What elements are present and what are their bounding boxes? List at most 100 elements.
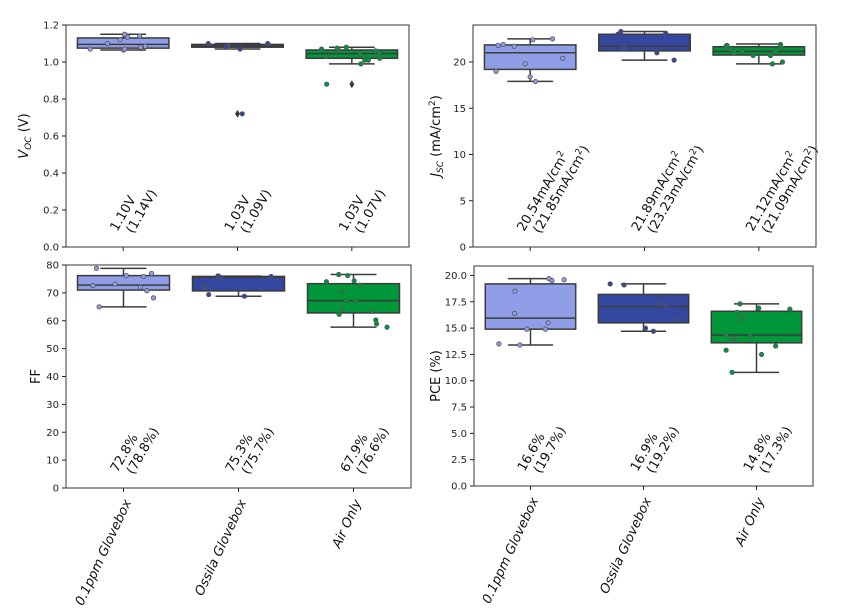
data-point: [545, 320, 551, 326]
data-point: [773, 343, 779, 349]
y-tick-label: 0: [460, 243, 466, 254]
data-point: [561, 277, 567, 283]
data-point: [323, 279, 330, 285]
plot-frame: [473, 265, 814, 487]
data-point: [339, 306, 345, 312]
annotation-sup: 2: [784, 149, 796, 159]
box-voc-2: [305, 44, 399, 89]
y-tick-label: 20: [453, 58, 466, 69]
data-point: [318, 46, 325, 52]
y-tick-label: 5.0: [451, 429, 467, 440]
y-axis-label-rest: (V): [17, 113, 32, 136]
data-point: [560, 55, 566, 61]
y-axis-label-main: V: [17, 149, 32, 159]
annotation-voc-1: 1.03V(1.09V): [222, 180, 275, 242]
annotation-voc-0: 1.10V(1.14V): [108, 180, 161, 242]
data-point: [524, 326, 530, 332]
annotation-ff-2: 67.9%(76.6%): [338, 418, 393, 483]
annotation-sup: 2: [555, 149, 567, 159]
data-point: [549, 36, 556, 42]
x-category-label: Air Only: [329, 497, 365, 551]
data-point: [500, 41, 506, 48]
data-point: [241, 293, 248, 299]
x-category-label: Ossila Glovebox: [597, 495, 655, 596]
y-tick-label: 0.4: [43, 169, 59, 180]
data-point: [549, 278, 555, 284]
data-point: [117, 37, 123, 43]
y-tick-label: 1.2: [43, 21, 59, 32]
annotation-sup: 2: [670, 149, 682, 159]
data-point: [621, 282, 627, 288]
data-point: [737, 301, 743, 307]
data-point: [522, 61, 528, 67]
outlier-marker: [235, 109, 240, 118]
data-point: [729, 336, 735, 342]
data-point: [787, 306, 793, 312]
data-point: [517, 342, 523, 348]
data-point: [345, 272, 351, 279]
data-point: [93, 265, 100, 271]
y-tick-label: 0.8: [43, 95, 59, 106]
data-point: [351, 278, 357, 284]
x-category-label: Ossila Glovebox: [192, 497, 250, 598]
annotation-jsc-1: 21.89mA/cm2(23.23mA/cm2): [628, 135, 707, 241]
data-point: [137, 33, 143, 39]
data-point: [336, 311, 342, 317]
box-body: [306, 282, 401, 314]
y-tick-label: 15.0: [445, 324, 467, 335]
data-point: [265, 40, 271, 47]
y-axis-label: FF: [29, 369, 44, 384]
data-point: [206, 291, 212, 298]
data-point: [353, 298, 359, 304]
annotation-jsc-2: 21.12mA/cm2(21.09mA/cm2): [742, 135, 821, 241]
data-point: [496, 341, 502, 347]
y-axis-label: VOC (V): [17, 113, 34, 158]
data-point: [343, 298, 350, 304]
y-tick-label: 20: [46, 428, 59, 439]
data-point: [144, 288, 150, 294]
annotation-end: ): [578, 143, 594, 155]
data-point: [723, 43, 729, 49]
data-point: [338, 288, 344, 295]
data-point: [723, 331, 729, 338]
y-tick-label: 30: [46, 400, 59, 411]
y-tick-label: 10: [46, 456, 59, 467]
y-axis-label-main: J: [429, 173, 444, 180]
data-point: [495, 42, 501, 48]
y-axis-label: PCE (%): [429, 350, 444, 402]
data-point: [122, 31, 128, 37]
annotation-sup: 2: [574, 147, 586, 157]
data-point: [223, 44, 229, 50]
y-tick-label: 1.0: [43, 58, 59, 69]
data-point: [336, 271, 342, 278]
data-point: [747, 333, 753, 340]
data-point: [104, 40, 111, 47]
y-axis-label-sub: OC: [24, 136, 34, 150]
y-tick-label: 0.2: [43, 206, 59, 217]
data-point: [511, 43, 517, 49]
plot-frame: [65, 24, 410, 248]
y-tick-label: 0.0: [43, 243, 59, 254]
data-point: [369, 307, 375, 314]
data-point: [642, 325, 649, 331]
data-point: [377, 55, 383, 61]
data-point: [205, 40, 211, 47]
y-tick-label: 40: [46, 372, 59, 383]
data-point: [372, 48, 379, 54]
data-point: [674, 316, 680, 322]
panel-voc: 0.0 0.2 0.4 0.6 0.8 1.0 1.2 VOC (V) 1.10V(1.14V)…: [17, 21, 410, 254]
box-body: [710, 310, 803, 344]
data-point: [607, 281, 613, 287]
data-point: [357, 51, 363, 58]
data-point: [663, 303, 669, 309]
box-body: [191, 275, 286, 292]
data-point: [731, 50, 737, 56]
y-tick-label: 15: [453, 104, 466, 115]
panel-ff: 0 10 20 30 40 50 60 70 80 FF 72.8%(78.8%) 75.3%(75.…: [29, 261, 412, 608]
data-point: [671, 57, 677, 63]
data-point: [365, 57, 371, 63]
annotation-sup: 2: [802, 147, 814, 157]
y-tick-label: 0.0: [451, 482, 467, 493]
data-point: [512, 288, 518, 294]
